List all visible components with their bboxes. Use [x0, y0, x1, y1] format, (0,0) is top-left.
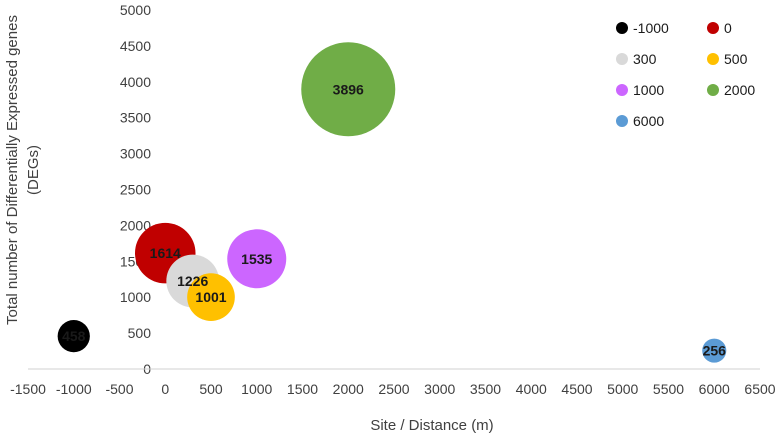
- legend-label-300: 300: [633, 51, 657, 67]
- x-tick-label: 6500: [744, 381, 775, 397]
- x-tick-label: 2500: [378, 381, 409, 397]
- data-label-0: 1614: [150, 245, 181, 261]
- legend-marker-2000: [707, 84, 719, 96]
- x-tick-label: 1500: [287, 381, 318, 397]
- x-tick-label: 5000: [607, 381, 638, 397]
- x-tick-label: -1500: [10, 381, 46, 397]
- x-axis-ticks: -1500 -1000 -500 0 500 1000 1500 2000 2500 3000 35…: [10, 381, 776, 397]
- y-tick-label: 4000: [120, 74, 151, 90]
- legend-label-6000: 6000: [633, 113, 664, 129]
- data-label-1000: 1535: [241, 251, 272, 267]
- legend-marker-0: [707, 22, 719, 34]
- data-label-6000: 256: [703, 343, 727, 359]
- y-tick-label: 500: [128, 325, 152, 341]
- x-tick-label: 6000: [699, 381, 730, 397]
- data-label-300: 1226: [177, 273, 208, 289]
- data-label-500: 1001: [195, 289, 226, 305]
- legend-label-500: 500: [724, 51, 748, 67]
- data-label--1000: 458: [62, 328, 86, 344]
- legend-label-1000: 1000: [633, 82, 664, 98]
- legend-marker-500: [707, 53, 719, 65]
- x-tick-label: 3500: [470, 381, 501, 397]
- y-tick-label: 2500: [120, 182, 151, 198]
- legend-marker-300: [616, 53, 628, 65]
- x-tick-label: -1000: [56, 381, 92, 397]
- x-tick-label: -500: [105, 381, 133, 397]
- x-tick-label: 0: [161, 381, 169, 397]
- legend-label--1000: -1000: [633, 20, 669, 36]
- y-tick-label: 3500: [120, 110, 151, 126]
- y-axis-title-line: (DEGs): [25, 145, 42, 195]
- x-tick-label: 500: [199, 381, 223, 397]
- legend: -1000 0 300 500 1000 2000 6000: [616, 20, 755, 129]
- legend-label-2000: 2000: [724, 82, 755, 98]
- x-tick-label: 2000: [333, 381, 364, 397]
- x-tick-label: 3000: [424, 381, 455, 397]
- x-axis-title: Site / Distance (m): [370, 417, 493, 434]
- y-tick-label: 3000: [120, 146, 151, 162]
- bubble-6000: [702, 338, 727, 363]
- bubble-1000: [227, 229, 287, 289]
- y-tick-label: 2000: [120, 217, 151, 233]
- y-tick-label: 4500: [120, 38, 151, 54]
- bubble-500: [187, 273, 235, 321]
- y-axis-title: Total number of Differentially Expressed…: [4, 15, 42, 325]
- legend-marker-6000: [616, 115, 628, 127]
- x-tick-label: 4000: [516, 381, 547, 397]
- legend-marker-1000: [616, 84, 628, 96]
- bubble-2000: [301, 42, 396, 137]
- legend-label-0: 0: [724, 20, 732, 36]
- y-tick-label: 5000: [120, 2, 151, 18]
- legend-marker--1000: [616, 22, 628, 34]
- y-axis-title-line: Total number of Differentially Expressed…: [4, 15, 21, 325]
- x-tick-label: 4500: [561, 381, 592, 397]
- y-tick-label: 1000: [120, 289, 151, 305]
- bubble--1000: [57, 320, 90, 353]
- data-label-2000: 3896: [333, 81, 364, 97]
- x-tick-label: 5500: [653, 381, 684, 397]
- x-tick-label: 1000: [241, 381, 272, 397]
